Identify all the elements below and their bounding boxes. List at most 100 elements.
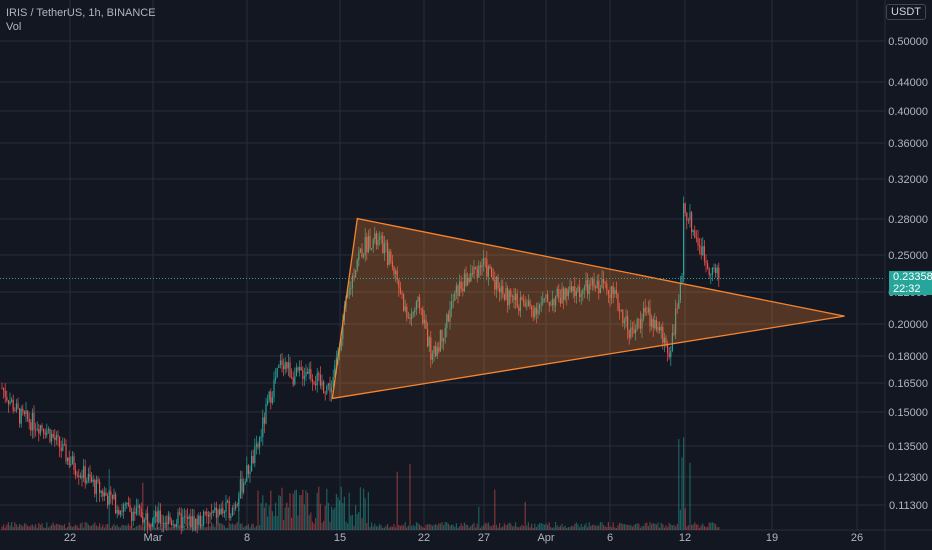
candle-body [3,388,5,391]
volume-bar [679,509,681,530]
volume-bar [23,523,25,530]
candle-body [652,319,654,328]
volume-bar [473,522,475,530]
volume-bar [676,523,678,530]
volume-bar [695,524,697,530]
volume-bar [476,523,478,530]
candle-body [265,404,267,424]
candle-body [406,306,408,318]
volume-bar [615,527,617,530]
candle-body [463,273,465,292]
volume-bar [236,522,238,530]
candle-body [89,474,91,478]
volume-bar [131,526,133,530]
volume-bar [446,522,448,530]
volume-bar [494,489,496,530]
candle-body [140,508,142,518]
candle-body [235,504,237,509]
candle-body [415,301,417,310]
candle-body [150,525,152,527]
volume-bar [326,488,328,530]
triangle-drawing[interactable] [331,217,845,400]
volume-bar [255,525,257,530]
candle-body [249,471,251,474]
candle-body [11,399,13,402]
candle-body [201,524,203,526]
volume-bar [415,522,417,530]
candle-body [151,522,153,527]
candle-body [254,446,256,464]
volume-bar [463,522,465,530]
volume-bar [243,527,245,530]
candle-body [676,308,678,310]
candle-body [427,328,429,347]
volume-bar [583,524,585,530]
candle-body [87,474,89,481]
volume-bar [601,522,603,530]
candle-body [495,276,497,290]
candle-body [582,289,584,295]
candle-body [124,504,126,506]
candle-body [441,330,443,342]
candle-body [233,507,235,509]
volume-bar [303,504,305,530]
volume-bar [203,522,205,530]
volume-bar [327,502,329,530]
volume-bar [534,523,536,530]
symbol-title[interactable]: IRIS / TetherUS, 1h, BINANCE [6,7,156,19]
volume-bar [310,512,312,530]
candle-body [206,512,208,515]
candle-body [401,293,403,295]
candle-body [94,479,96,494]
candle-body [478,265,480,278]
candle-body [529,300,531,307]
candle-body [665,337,667,344]
volume-bar [329,521,331,530]
volume-label[interactable]: Vol [6,21,22,33]
volume-bar [519,526,521,530]
volume-bar [575,522,577,530]
candle-body [435,345,437,357]
volume-bar [447,523,449,530]
candle-body [241,479,243,493]
volume-bar [57,524,59,530]
candle-body [347,295,349,298]
candle-body [315,383,317,386]
candle-body [699,245,701,247]
candle-body [691,212,693,233]
time-axis[interactable]: 22 Mar 8 15 22 27 Apr 6 12 19 26 [64,532,863,544]
volume-bar [495,524,497,530]
volume-bar [636,523,638,530]
candle-body [414,309,416,313]
volume-bar [257,490,259,530]
candle-body [212,510,214,514]
volume-bar [135,526,137,530]
candle-body [684,203,686,213]
volume-bar [423,527,425,530]
volume-bar [169,527,171,530]
candle-body [223,511,225,514]
time-tick-label: 22 [418,532,430,544]
candle-body [507,288,509,306]
candle-body [244,481,246,484]
volume-bar [427,524,429,530]
volume-bar [505,525,507,530]
volume-bar [76,525,78,530]
candle-body [27,410,29,419]
currency-button[interactable]: USDT [886,4,926,20]
volume-bar [179,525,181,530]
candle-body [419,297,421,309]
candle-body [339,350,341,354]
volume-bar [249,527,251,530]
candle-body [23,411,25,414]
volume-bar [377,526,379,530]
price-axis[interactable]: 0.50000 0.44000 0.40000 0.36000 0.32000 0.280… [888,36,928,512]
candle-body [524,302,526,307]
volume-bar [444,522,446,530]
volume-bar [273,515,275,530]
candle-body [614,290,616,295]
candle-body [22,408,24,412]
candle-body [65,444,67,462]
candle-body [607,290,609,295]
